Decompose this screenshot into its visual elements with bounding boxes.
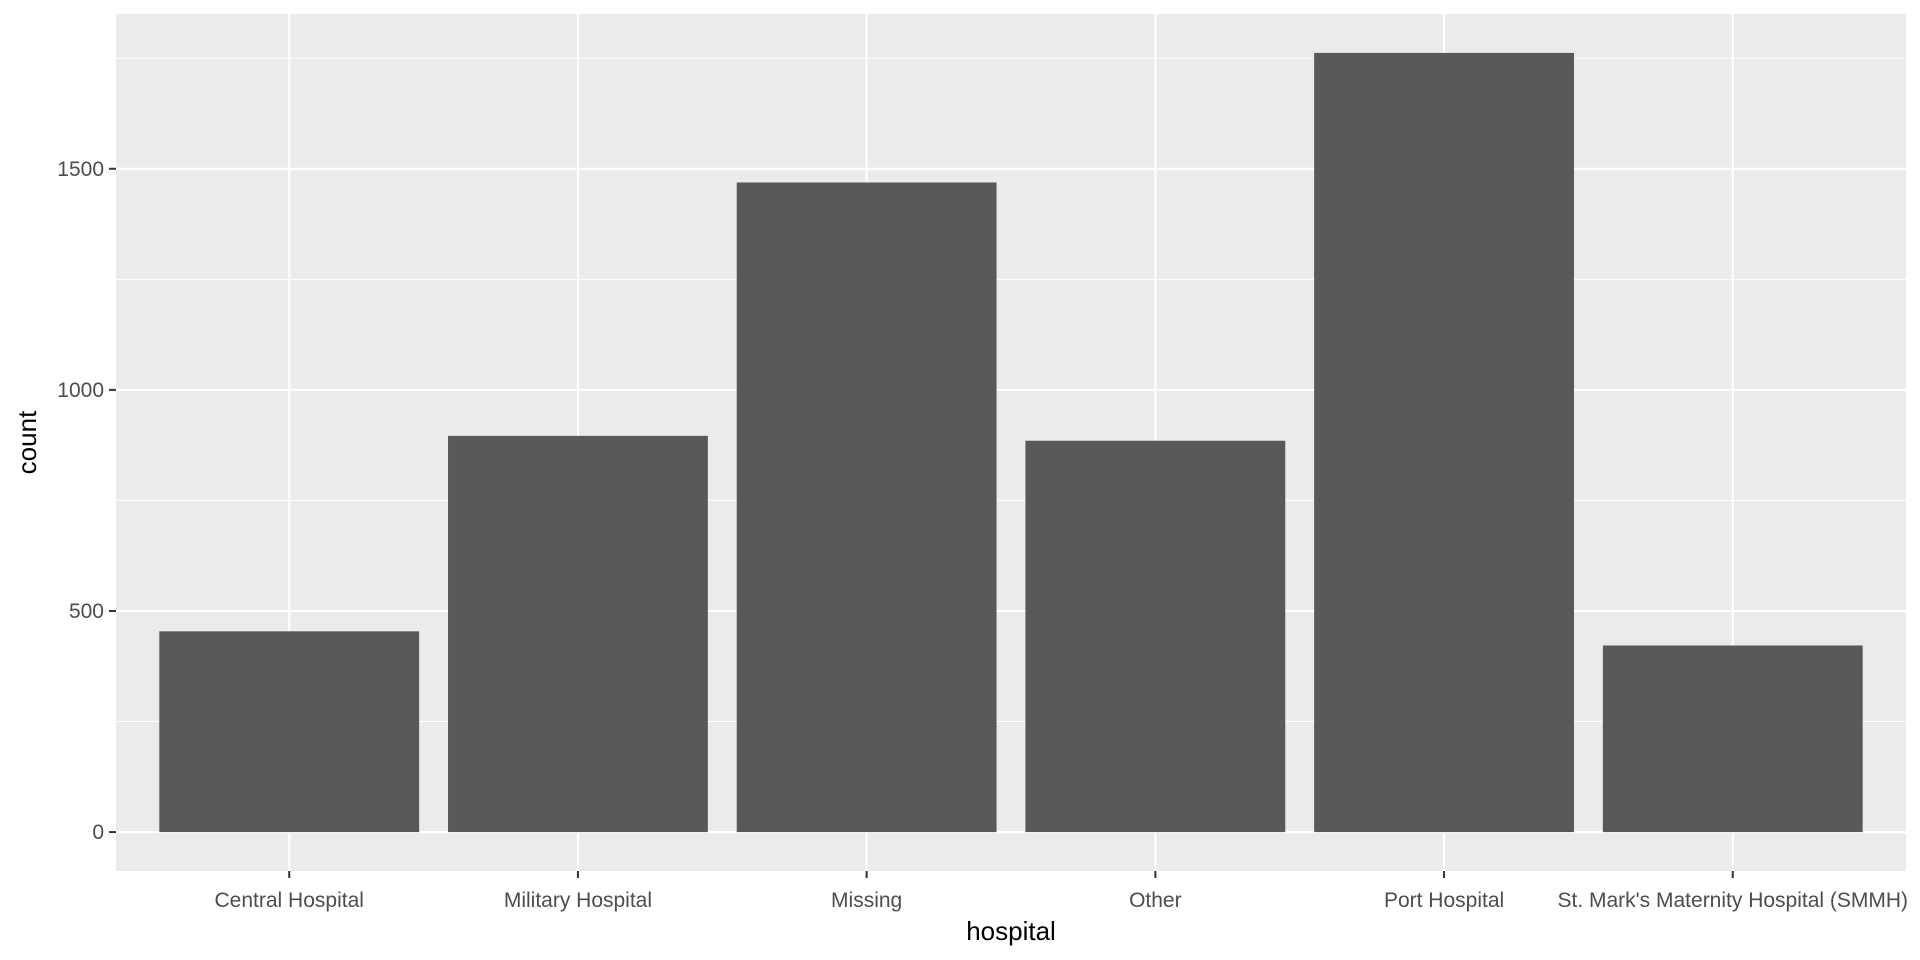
y-tick-label: 1000 (57, 379, 104, 402)
x-tick-label: Military Hospital (504, 889, 652, 912)
y-tick-label: 0 (92, 821, 104, 844)
bar (1602, 645, 1863, 833)
x-tick-label: Other (1129, 889, 1182, 912)
x-axis: Central Hospital Military Hospital Missing… (215, 871, 1908, 912)
y-tick-label: 1500 (57, 158, 104, 181)
y-axis: 0 500 1000 1500 (57, 158, 116, 844)
bar (736, 182, 997, 833)
x-tick-label: Port Hospital (1384, 889, 1504, 912)
x-tick-label: Missing (831, 889, 902, 912)
x-axis-title: hospital (966, 916, 1056, 946)
y-axis-title: count (12, 410, 42, 474)
x-tick-label: Central Hospital (215, 889, 364, 912)
x-tick-label: St. Mark's Maternity Hospital (SMMH) (1557, 889, 1908, 912)
bar (448, 435, 708, 833)
bars (159, 52, 1863, 833)
bar (1025, 440, 1286, 833)
bar (159, 631, 420, 833)
bar (1314, 52, 1574, 833)
y-tick-label: 500 (69, 600, 104, 623)
